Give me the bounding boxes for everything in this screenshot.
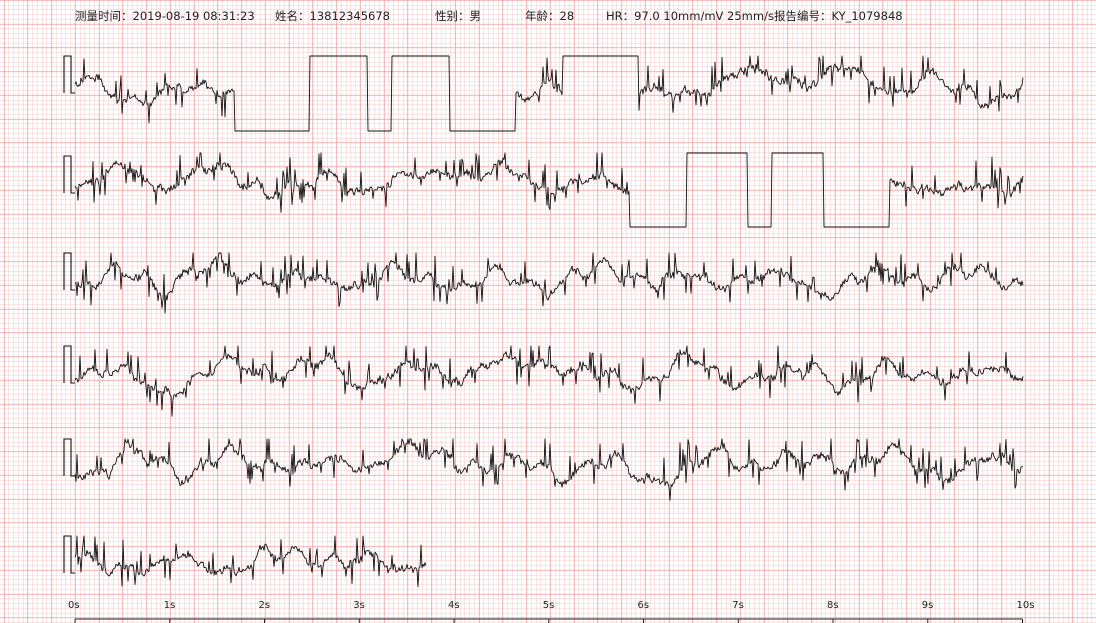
report-header: 测量时间：2019-08-19 08:31:23 姓名：13812345678 … [0,0,1096,30]
ecg-strip [63,152,1024,228]
calibration-pulse [63,55,75,94]
x-tick-label: 3s [353,600,365,611]
ecg-strips [63,55,1024,588]
ecg-strip [63,535,427,588]
x-tick-label: 2s [259,600,271,611]
ecg-series-line [74,345,1024,417]
hr-info: HR：97.0 10mm/mV 25mm/s报告编号：KY_1079848 [606,9,903,23]
measure-time: 测量时间：2019-08-19 08:31:23 [75,9,255,23]
patient-name: 姓名：13812345678 [275,9,390,23]
x-tick-label: 5s [543,600,555,611]
x-tick-label: 10s [1017,600,1035,611]
ecg-strip [63,345,1024,417]
calibration-pulse [63,438,75,477]
ecg-series-line [74,55,1024,132]
calibration-pulse [63,345,75,384]
x-tick-label: 4s [448,600,460,611]
x-tick-label: 0s [68,600,80,611]
ecg-series-line [74,535,427,588]
x-tick-label: 1s [164,600,176,611]
calibration-pulse [63,155,75,194]
x-tick-label: 8s [827,600,839,611]
time-axis: 0s 1s 2s 3s 4s 5s 6s 7s 8s 9s 10s [68,600,1034,623]
x-tick-label: 6s [638,600,650,611]
ecg-strip [63,252,1024,314]
ecg-series-line [74,152,1024,228]
ecg-strip [63,438,1024,501]
patient-age: 年龄：28 [525,9,575,23]
ecg-strip [63,55,1024,132]
calibration-pulse [63,535,75,574]
x-tick-label: 7s [732,600,744,611]
ecg-series-line [74,252,1024,314]
calibration-pulse [63,252,75,291]
ecg-series-line [74,438,1024,501]
x-tick-label: 9s [922,600,934,611]
patient-gender: 性别：男 [435,9,481,23]
